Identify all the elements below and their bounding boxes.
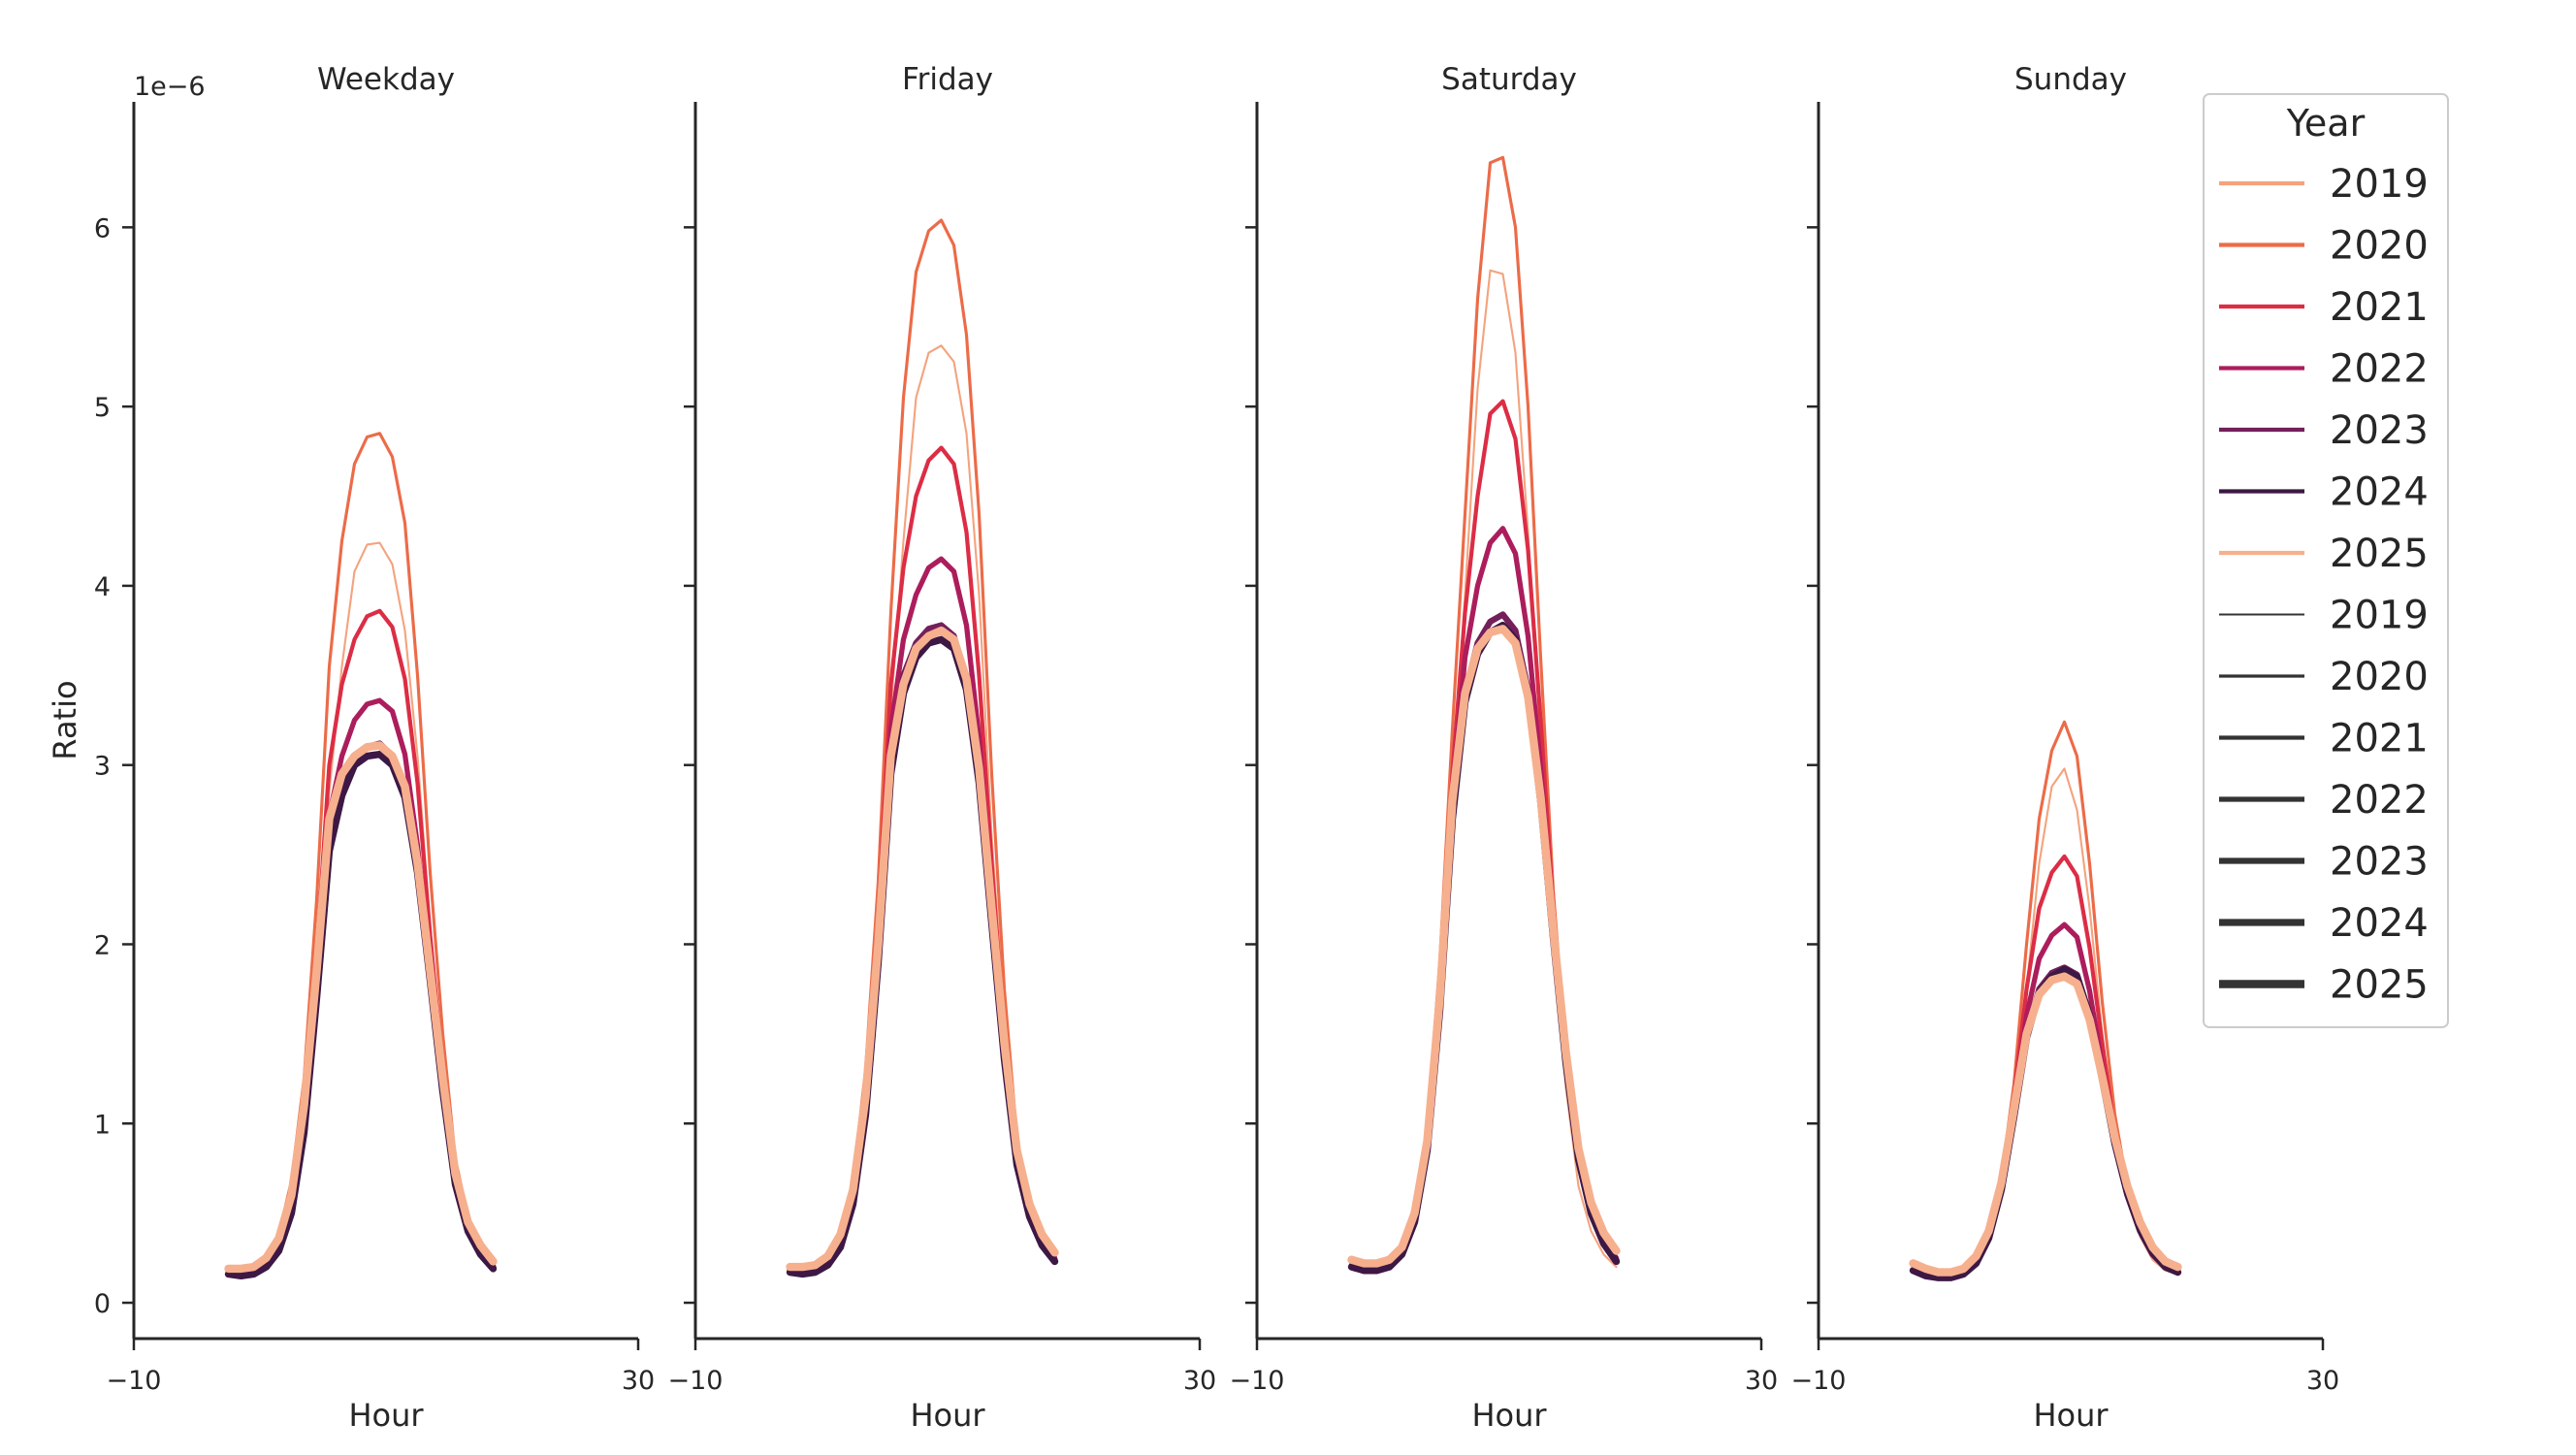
legend-label: 2022 bbox=[2330, 347, 2429, 392]
x-tick-label: −10 bbox=[668, 1366, 724, 1396]
x-tick-label: 30 bbox=[1183, 1366, 1216, 1396]
x-tick-label: −10 bbox=[1230, 1366, 1285, 1396]
y-tick-label: 0 bbox=[94, 1289, 111, 1319]
panel-friday: Friday −10 30 Hour bbox=[668, 62, 1217, 1434]
x-axis-label: Hour bbox=[348, 1397, 424, 1434]
panel-title: Friday bbox=[902, 62, 993, 97]
legend-label: 2025 bbox=[2330, 532, 2429, 576]
legend-label: 2020 bbox=[2330, 224, 2429, 269]
y-scale-offset: 1e−6 bbox=[134, 72, 206, 102]
x-axis-label: Hour bbox=[1471, 1397, 1547, 1434]
y-tick-label: 6 bbox=[94, 213, 111, 243]
y-tick-label: 2 bbox=[94, 930, 111, 960]
panel-title: Weekday bbox=[317, 62, 455, 97]
legend-label: 2023 bbox=[2330, 840, 2429, 885]
x-tick-label: 30 bbox=[2306, 1366, 2339, 1396]
legend-label: 2021 bbox=[2330, 717, 2429, 761]
y-tick-label: 4 bbox=[94, 572, 111, 602]
legend: Year 2019 2020 2021 2022 2023 2024 2025 2019 2020… bbox=[2203, 93, 2449, 1028]
x-tick-label: 30 bbox=[1745, 1366, 1778, 1396]
series-line-2025 bbox=[1909, 972, 2182, 1277]
legend-label: 2024 bbox=[2330, 470, 2429, 515]
x-tick-label: −10 bbox=[107, 1366, 162, 1396]
legend-title: Year bbox=[2286, 102, 2366, 145]
legend-label: 2025 bbox=[2330, 963, 2429, 1008]
panel-title: Sunday bbox=[2014, 62, 2127, 97]
panel-weekday: Weekday 0 1 2 3 4 5 6 −10 30 Hour bbox=[94, 62, 655, 1434]
x-tick-label: −10 bbox=[1791, 1366, 1847, 1396]
legend-label: 2019 bbox=[2330, 162, 2429, 207]
legend-frame bbox=[2203, 93, 2449, 1028]
panel-saturday: Saturday −10 30 Hour bbox=[1230, 62, 1779, 1434]
series-line-2025 bbox=[786, 626, 1059, 1272]
series-line-2025 bbox=[1347, 625, 1621, 1268]
y-tick-label: 1 bbox=[94, 1110, 111, 1140]
legend-label: 2020 bbox=[2330, 655, 2429, 699]
legend-label: 2024 bbox=[2330, 901, 2429, 946]
x-axis-label: Hour bbox=[2033, 1397, 2109, 1434]
legend-label: 2022 bbox=[2330, 778, 2429, 823]
series-line-2025 bbox=[224, 741, 498, 1274]
x-tick-label: 30 bbox=[622, 1366, 655, 1396]
x-axis-label: Hour bbox=[910, 1397, 985, 1434]
y-tick-label: 3 bbox=[94, 752, 111, 782]
legend-label: 2023 bbox=[2330, 408, 2429, 453]
legend-label: 2019 bbox=[2330, 594, 2429, 638]
panel-sunday: Sunday −10 30 Hour bbox=[1791, 62, 2340, 1434]
y-axis-label: Ratio bbox=[47, 680, 83, 760]
legend-label: 2021 bbox=[2330, 285, 2429, 330]
y-tick-label: 5 bbox=[94, 393, 111, 423]
panel-title: Saturday bbox=[1441, 62, 1577, 97]
